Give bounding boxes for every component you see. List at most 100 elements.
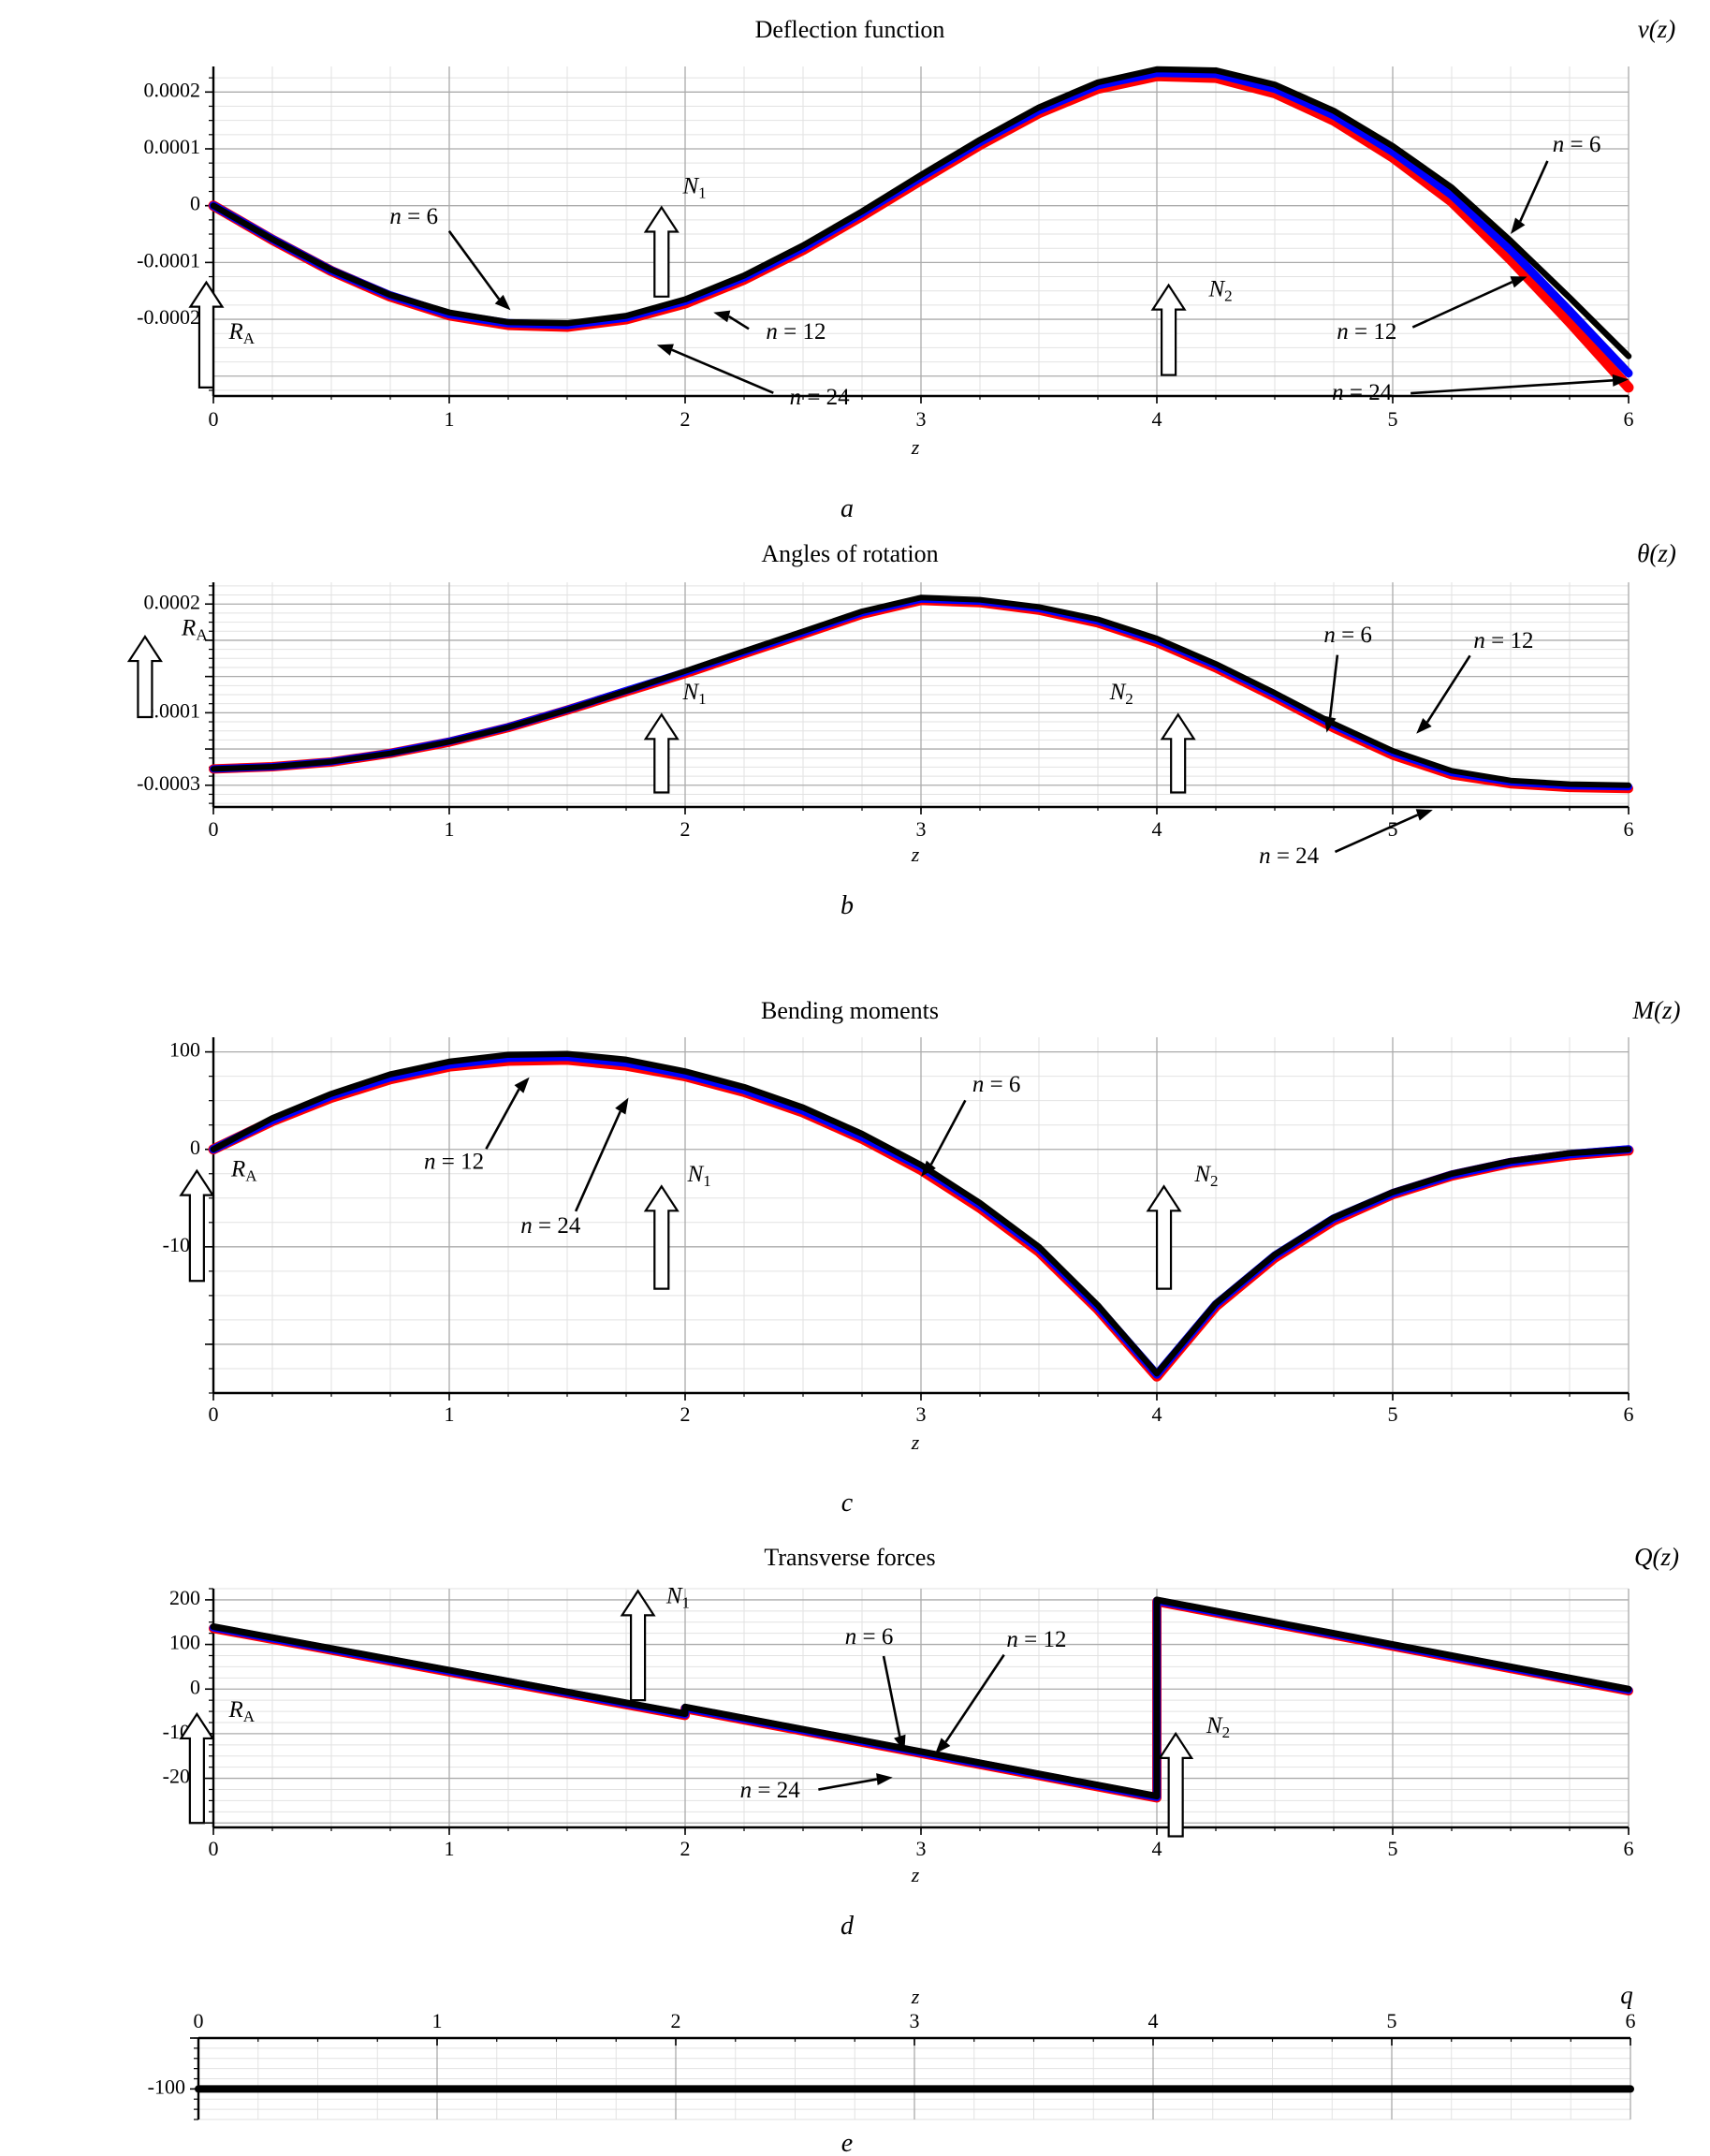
annotation-arrow-head [1415, 809, 1433, 821]
x-tick-label: 3 [916, 407, 927, 431]
x-tick-label: 6 [1624, 1837, 1634, 1860]
annotation-text: n = 12 [1473, 628, 1533, 653]
x-tick-label: 4 [1152, 817, 1162, 841]
y-tick-label: 0 [190, 1136, 200, 1159]
annotation-arrow-head [1612, 374, 1629, 387]
annotation-arrow-head [921, 1160, 936, 1177]
annotation-text: n = 6 [1323, 623, 1372, 648]
x-tick-label: 6 [1626, 2009, 1636, 2032]
series-n-6 [210, 66, 1632, 359]
x-tick-label: 5 [1388, 407, 1398, 431]
x-tick-label: 6 [1624, 1402, 1634, 1426]
x-tick-label: 2 [680, 817, 691, 841]
annotation-arrow-line [485, 1088, 520, 1150]
annotation-arrow-line [1425, 654, 1471, 724]
y-tick-label: 0.0002 [144, 78, 201, 101]
annotation-arrow-line [574, 1110, 621, 1212]
x-tick-label: 1 [432, 2009, 443, 2032]
x-tick-label: 5 [1388, 1837, 1398, 1860]
axes: 0 1 2 3 4 5 6 -100 [148, 2009, 1636, 2120]
annotation-arrow-line [818, 1778, 878, 1791]
annotation-arrow-line [1334, 814, 1419, 854]
y-tick-label: 0 [190, 1675, 200, 1698]
force-label-N1: N1 [681, 680, 706, 708]
annotation-arrow-head [935, 1738, 951, 1754]
annotation-arrow-line [944, 1653, 1005, 1743]
x-tick-label: 2 [680, 1837, 691, 1860]
annotation-arrow-line [1411, 281, 1513, 329]
force-label-N1: N1 [687, 1162, 711, 1190]
annotation-arrow-line [1519, 160, 1549, 222]
grid [212, 1037, 1630, 1394]
force-arrow-N2 [1160, 712, 1196, 794]
x-tick-label: 0 [209, 817, 219, 841]
chart-a: 0 1 2 3 4 5 6 0.0002 0.0001 0 -0.0001 -0.0002 RA N1 N2… [137, 15, 1675, 523]
force-arrow-RA [179, 1168, 215, 1283]
x-tick-label: 5 [1387, 2009, 1397, 2032]
axis-fn-label: q [1620, 1981, 1633, 2009]
x-tick-label: 2 [671, 2009, 681, 2032]
force-arrow-N1 [643, 1184, 680, 1290]
x-axis-label: z [911, 435, 920, 459]
force-label-RA: RA [181, 615, 208, 643]
y-tick-label: 100 [169, 1631, 200, 1654]
series-n-6 [210, 1596, 1632, 1800]
annotation-text: n = 24 [790, 385, 851, 410]
annotation-text: n = 12 [766, 319, 826, 345]
force-arrow-N2 [1146, 1184, 1182, 1290]
x-tick-label: 3 [916, 1837, 927, 1860]
x-tick-label: 4 [1152, 1837, 1162, 1860]
annotation-text: n = 24 [520, 1213, 581, 1239]
annotation-arrow-head [1511, 217, 1526, 235]
x-axis-label: z [911, 1863, 920, 1886]
chart-title: Deflection function [755, 16, 945, 43]
sub-label: c [841, 1489, 854, 1518]
annotation-arrow-line [1328, 654, 1339, 718]
axis-fn-label: M(z) [1632, 996, 1681, 1024]
x-tick-label: 6 [1624, 407, 1634, 431]
annotation-text: n = 12 [1006, 1627, 1066, 1652]
annotation-text: n = 6 [845, 1624, 894, 1650]
force-label-RA: RA [227, 1697, 255, 1725]
x-tick-label: 5 [1388, 817, 1398, 841]
force-arrow-RA [188, 280, 225, 389]
grid [197, 2037, 1631, 2120]
force-arrow-N1 [643, 205, 680, 298]
series-n-6 [210, 1050, 1632, 1377]
chart-title: Transverse forces [764, 1544, 935, 1571]
annotation-text: n = 6 [972, 1072, 1021, 1097]
annotation-text: n = 24 [1332, 380, 1393, 405]
force-arrow-N1 [620, 1589, 656, 1702]
force-label-N1: N1 [681, 173, 706, 201]
y-tick-label: -0.0001 [137, 248, 200, 271]
force-label-N2: N2 [1193, 1162, 1218, 1190]
force-label-RA: RA [230, 1156, 257, 1184]
x-tick-label: 0 [209, 1402, 219, 1426]
force-label-RA: RA [227, 319, 255, 347]
annotation-text: n = 12 [424, 1149, 484, 1174]
annotation-arrow-line [447, 230, 501, 301]
force-label-N2: N2 [1109, 680, 1133, 708]
x-axis-label: z [911, 1430, 920, 1454]
axis-fn-label: v(z) [1638, 15, 1675, 43]
force-arrow-N2 [1158, 1731, 1194, 1838]
x-tick-label: 3 [916, 1402, 927, 1426]
annotation-arrow-head [713, 310, 731, 323]
y-tick-label: -100 [148, 2075, 185, 2098]
y-tick-label: -0.0002 [137, 305, 200, 329]
x-tick-label: 6 [1624, 817, 1634, 841]
force-label-N2: N2 [1207, 276, 1232, 304]
y-tick-label: 100 [169, 1038, 200, 1062]
x-tick-label: 0 [209, 1837, 219, 1860]
annotation-arrow-head [656, 344, 674, 356]
x-tick-label: 4 [1152, 407, 1162, 431]
axis-fn-label: Q(z) [1634, 1543, 1679, 1571]
force-label-N2: N2 [1206, 1712, 1230, 1740]
y-tick-label: 0 [190, 192, 200, 215]
annotation-arrow-head [1416, 718, 1432, 734]
annotation-text: n = 12 [1337, 319, 1396, 345]
